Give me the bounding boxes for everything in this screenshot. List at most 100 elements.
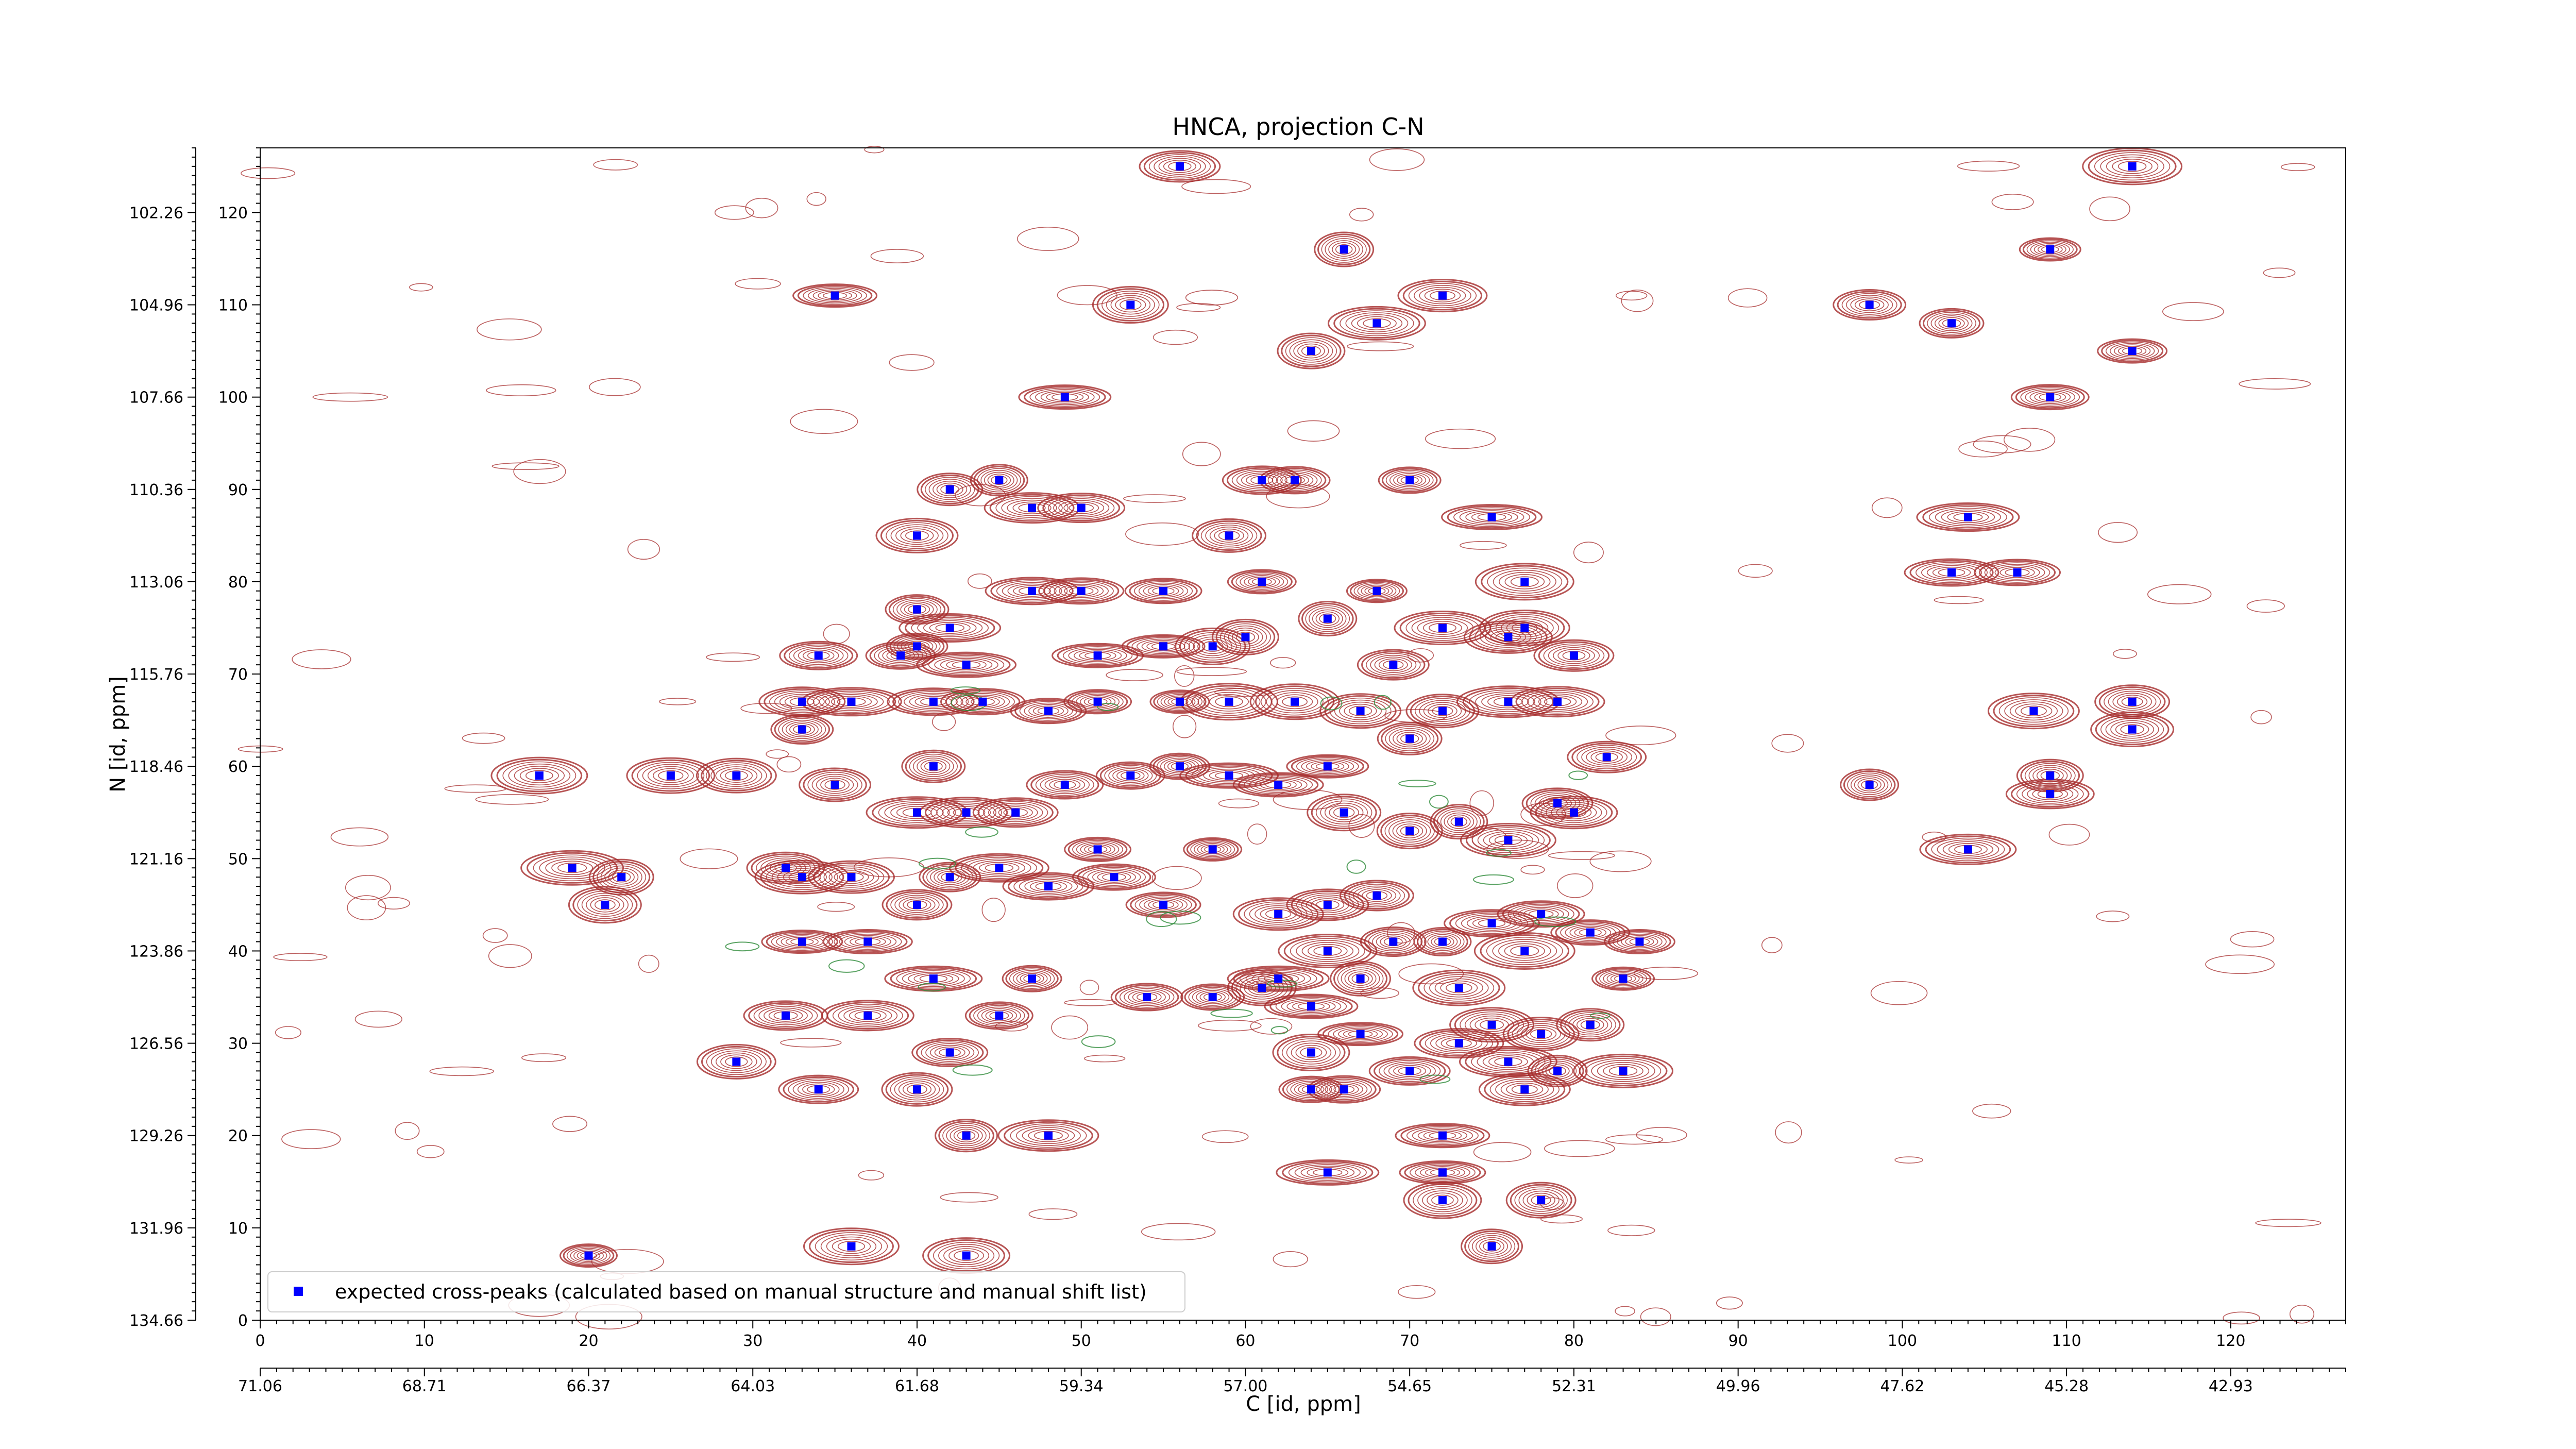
contour-ring xyxy=(2097,338,2168,364)
contour-ring xyxy=(1483,831,1534,849)
contour-ring xyxy=(1487,695,1529,709)
contour-ring xyxy=(811,773,858,796)
contour-ring xyxy=(946,1125,987,1147)
contour-ring xyxy=(1922,310,1981,337)
x-tick-label: 110 xyxy=(2052,1332,2081,1350)
contour-ring xyxy=(1568,1014,1613,1036)
contour-ring xyxy=(1444,812,1475,831)
contour-ring xyxy=(1335,244,1353,255)
contour-ring xyxy=(1388,819,1431,843)
noise-contour xyxy=(1270,657,1296,669)
contour-ring xyxy=(1028,1128,1069,1142)
contour-ring xyxy=(701,760,772,791)
contour-ring xyxy=(941,804,991,821)
contour-ring xyxy=(1192,518,1267,553)
noise-contour xyxy=(1775,1121,1802,1144)
contour-ring xyxy=(1405,694,1480,729)
contour-ring xyxy=(766,931,838,953)
contour-ring xyxy=(1311,796,1377,830)
contour-ring xyxy=(1315,798,1372,827)
cross-peak-point xyxy=(2128,725,2137,734)
noise-contour xyxy=(2223,1311,2260,1325)
contour-ring xyxy=(1385,470,1434,491)
noise-contour xyxy=(345,874,391,901)
noise-contour xyxy=(864,146,885,154)
contour-ring xyxy=(1414,698,1470,724)
contour-ring xyxy=(1370,654,1417,675)
contour-ring xyxy=(1029,387,1100,407)
contour-ring xyxy=(1625,936,1654,947)
contour-ring xyxy=(2106,156,2159,176)
contour-ring xyxy=(1333,308,1420,339)
cross-peak-point xyxy=(863,1011,872,1020)
contour-ring xyxy=(1312,609,1343,628)
contour-ring xyxy=(2037,244,2063,255)
contour-ring xyxy=(1294,1082,1328,1097)
contour-ring xyxy=(925,1043,975,1062)
cross-peak-point xyxy=(2046,393,2055,401)
plot-frame xyxy=(260,147,2346,1321)
contour-ring xyxy=(1932,566,1971,579)
contour-ring xyxy=(533,854,612,882)
contour-ring xyxy=(803,769,867,800)
contour-ring xyxy=(1190,840,1235,858)
noise-contour xyxy=(521,1053,567,1063)
contour-ring xyxy=(1249,903,1308,925)
cross-peak-point xyxy=(1044,706,1053,715)
contour-ring xyxy=(1281,998,1342,1015)
cross-peak-point xyxy=(1159,586,1168,595)
cross-peak-point xyxy=(1372,891,1381,900)
contour-ring xyxy=(1115,297,1146,313)
contour-ring xyxy=(1125,891,1201,918)
contour-ring xyxy=(2033,243,2066,256)
noise-contour xyxy=(1387,922,1415,944)
contour-ring xyxy=(940,658,993,672)
contour-ring xyxy=(1244,978,1280,998)
cross-peak-point xyxy=(1225,771,1233,780)
contour-ring xyxy=(1291,890,1364,919)
noise-contour xyxy=(1347,341,1414,351)
noise-contour xyxy=(995,1021,1028,1032)
x-axis-label: C [id, ppm] xyxy=(1246,1392,1361,1416)
contour-ring xyxy=(1064,836,1132,862)
cross-peak-point xyxy=(929,697,938,706)
contour-ring xyxy=(1430,1033,1488,1053)
contour-ring xyxy=(1351,973,1369,984)
contour-ring xyxy=(1163,160,1196,173)
negative-contour xyxy=(1270,1026,1289,1035)
contour-ring xyxy=(1483,1241,1501,1252)
contour-ring xyxy=(854,1010,882,1020)
contour-ring xyxy=(1495,616,1554,640)
contour-ring xyxy=(1286,1040,1336,1065)
contour-ring xyxy=(832,1238,871,1254)
x-secondary-tick-label: 49.96 xyxy=(1716,1377,1760,1395)
contour-ring xyxy=(802,649,835,662)
contour-ring xyxy=(1062,646,1133,665)
contour-ring xyxy=(1494,1057,1522,1067)
contour-ring xyxy=(1937,839,1999,860)
negative-contour xyxy=(1429,795,1449,809)
cross-peak-point xyxy=(929,762,938,771)
contour-ring xyxy=(812,289,857,302)
contour-ring xyxy=(1064,585,1099,597)
contour-ring xyxy=(1480,626,1537,648)
cross-peak-point xyxy=(1553,697,1562,706)
cross-peak-point xyxy=(1537,1030,1546,1038)
contour-ring xyxy=(653,768,689,783)
contour-ring xyxy=(1018,503,1046,513)
contour-ring xyxy=(2032,767,2068,785)
contour-ring xyxy=(1408,283,1477,308)
contour-ring xyxy=(2112,159,2153,174)
contour-ring xyxy=(1147,585,1179,597)
cross-peak-point xyxy=(962,808,971,817)
noise-contour xyxy=(1181,179,1251,194)
contour-ring xyxy=(771,933,833,951)
contour-ring xyxy=(1035,773,1094,796)
cross-peak-point xyxy=(601,900,609,909)
y-tick-label: 0 xyxy=(238,1312,248,1330)
noise-contour xyxy=(766,749,789,759)
contour-ring xyxy=(1530,791,1585,815)
contour-ring xyxy=(878,800,956,825)
cross-peak-point xyxy=(945,873,954,882)
noise-contour xyxy=(1151,866,1202,890)
